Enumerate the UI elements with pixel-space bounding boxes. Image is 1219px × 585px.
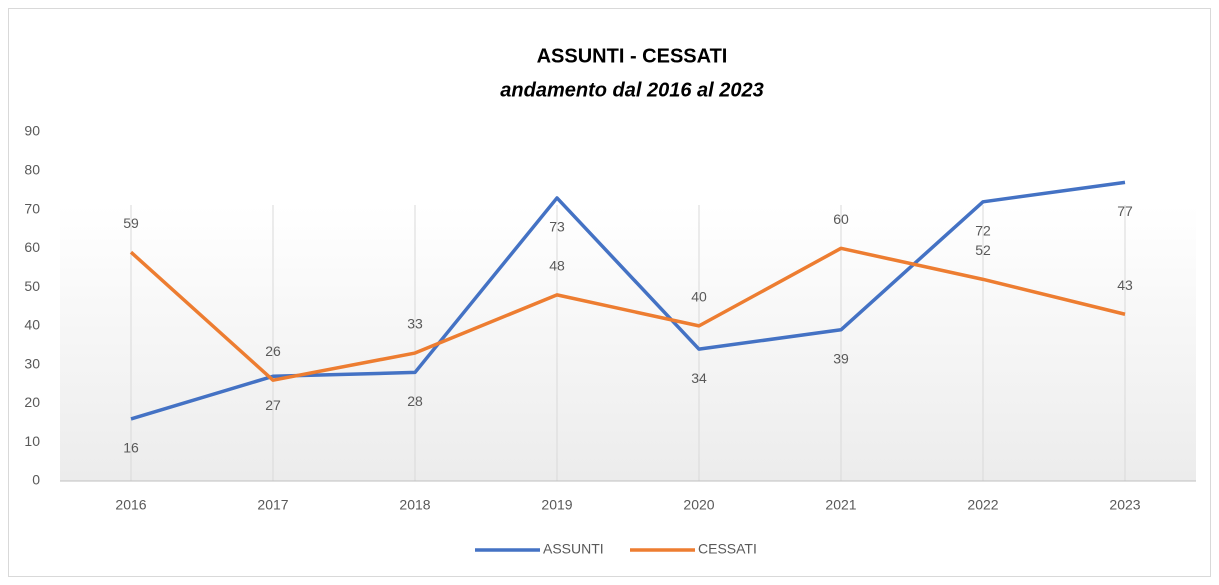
y-tick-label: 0 [32, 472, 40, 488]
y-tick-label: 80 [24, 161, 40, 177]
data-label: 48 [549, 258, 565, 274]
y-tick-label: 70 [24, 200, 40, 216]
x-tick-label: 2022 [967, 497, 998, 513]
y-tick-label: 40 [24, 317, 40, 333]
x-tick-label: 2017 [257, 497, 288, 513]
y-tick-label: 20 [24, 394, 40, 410]
legend-label: CESSATI [698, 541, 757, 557]
chart-title: ASSUNTI - CESSATI [537, 45, 728, 67]
data-label: 33 [407, 316, 423, 332]
data-label: 28 [407, 393, 423, 409]
data-label: 39 [833, 350, 849, 366]
plot-background [60, 205, 1196, 481]
data-label: 73 [549, 219, 565, 235]
data-label: 26 [265, 343, 281, 359]
data-label: 72 [975, 223, 991, 239]
y-tick-label: 30 [24, 355, 40, 371]
series-line [129, 246, 1126, 382]
x-tick-label: 2020 [683, 497, 714, 513]
data-label: 59 [123, 215, 139, 231]
data-label: 40 [691, 289, 707, 305]
x-tick-label: 2021 [825, 497, 856, 513]
x-tick-label: 2023 [1109, 497, 1140, 513]
chart-subtitle: andamento dal 2016 al 2023 [500, 79, 763, 101]
data-label: 34 [691, 370, 707, 386]
x-tick-label: 2018 [399, 497, 430, 513]
legend-label: ASSUNTI [543, 541, 604, 557]
y-tick-label: 50 [24, 278, 40, 294]
x-tick-label: 2016 [115, 497, 146, 513]
data-label: 43 [1117, 277, 1133, 293]
x-tick-label: 2019 [541, 497, 572, 513]
y-tick-label: 10 [24, 433, 40, 449]
y-tick-label: 60 [24, 239, 40, 255]
data-label: 27 [265, 397, 281, 413]
data-label: 16 [123, 440, 139, 456]
data-label: 60 [833, 211, 849, 227]
y-tick-label: 90 [24, 123, 40, 139]
data-label: 52 [975, 242, 991, 258]
data-label: 77 [1117, 203, 1133, 219]
